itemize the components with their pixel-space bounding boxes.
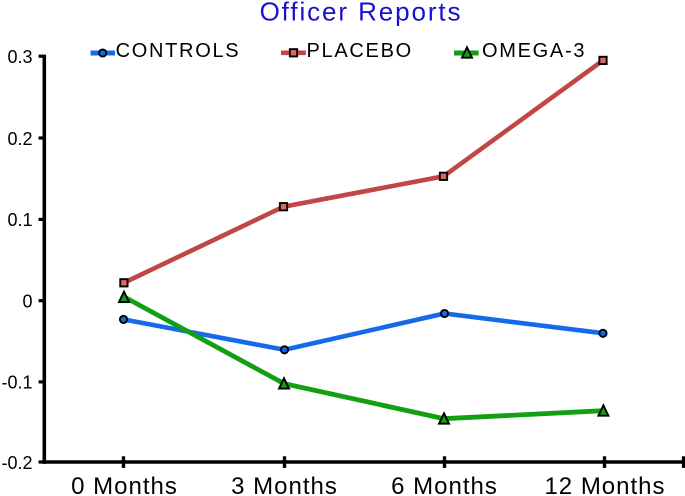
svg-text:0.1: 0.1: [7, 210, 32, 230]
svg-text:-0.2: -0.2: [1, 453, 32, 473]
svg-text:OMEGA-3: OMEGA-3: [482, 40, 586, 62]
svg-text:6 Months: 6 Months: [391, 473, 498, 496]
svg-text:12 Months: 12 Months: [544, 473, 665, 496]
svg-text:0.2: 0.2: [7, 129, 32, 149]
svg-text:0: 0: [22, 292, 32, 312]
svg-text:PLACEBO: PLACEBO: [307, 40, 413, 62]
svg-text:0 Months: 0 Months: [71, 473, 178, 496]
svg-text:3 Months: 3 Months: [231, 473, 338, 496]
svg-text:CONTROLS: CONTROLS: [116, 40, 241, 62]
svg-text:Officer Reports: Officer Reports: [260, 0, 463, 27]
svg-text:0.3: 0.3: [7, 47, 32, 67]
svg-text:-0.1: -0.1: [1, 373, 32, 393]
